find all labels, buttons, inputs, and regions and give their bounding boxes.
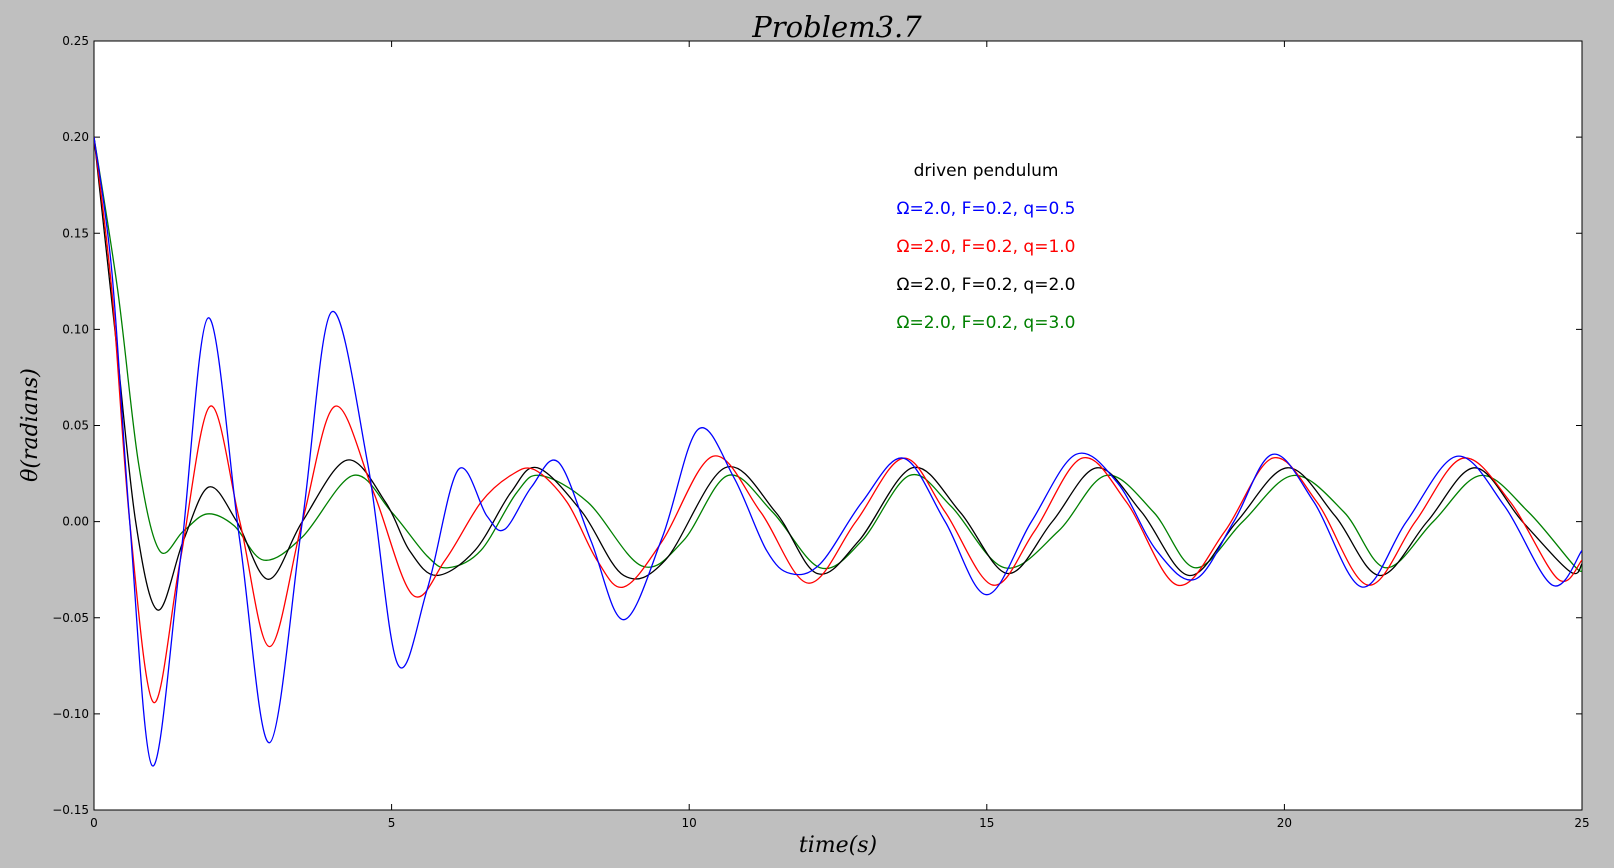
series-line-1 bbox=[94, 137, 1582, 704]
x-tick-label: 10 bbox=[682, 816, 697, 830]
legend-entries: Ω=2.0, F=0.2, q=0.5 Ω=2.0, F=0.2, q=1.0 Ω=… bbox=[896, 199, 1075, 333]
data-series bbox=[94, 137, 1582, 767]
series-line-0 bbox=[94, 137, 1582, 767]
x-tick-label: 20 bbox=[1277, 816, 1292, 830]
plot-area bbox=[93, 40, 1583, 811]
x-tick-label: 25 bbox=[1574, 816, 1589, 830]
series-line-2 bbox=[94, 137, 1582, 611]
axis-ticks bbox=[93, 40, 1583, 811]
y-tick-label: 0.25 bbox=[62, 34, 89, 48]
x-axis-label: time(s) bbox=[799, 833, 877, 858]
legend-entry-1: Ω=2.0, F=0.2, q=1.0 bbox=[896, 237, 1075, 257]
y-tick-label: 0.15 bbox=[62, 226, 89, 240]
y-tick-label: −0.15 bbox=[52, 803, 89, 817]
x-tick-label: 5 bbox=[388, 816, 396, 830]
y-tick-label: 0.05 bbox=[62, 419, 89, 433]
x-tick-label: 0 bbox=[90, 816, 98, 830]
y-tick-label: 0.00 bbox=[62, 515, 89, 529]
legend-entry-0: Ω=2.0, F=0.2, q=0.5 bbox=[896, 199, 1075, 219]
y-tick-label: −0.10 bbox=[52, 707, 89, 721]
legend-entry-2: Ω=2.0, F=0.2, q=2.0 bbox=[896, 275, 1075, 295]
y-tick-label: 0.20 bbox=[62, 130, 89, 144]
y-tick-label: 0.10 bbox=[62, 322, 89, 336]
x-tick-labels: 0 5 10 15 20 25 bbox=[90, 816, 1589, 830]
y-tick-label: −0.05 bbox=[52, 611, 89, 625]
legend-entry-3: Ω=2.0, F=0.2, q=3.0 bbox=[896, 313, 1075, 333]
legend: driven pendulum Ω=2.0, F=0.2, q=0.5Ω=2.0… bbox=[896, 161, 1075, 333]
y-tick-labels: 0.25 0.20 0.15 0.10 0.05 0.00 −0.05 −0.10 −0.15 bbox=[52, 34, 89, 817]
chart-title: Problem3.7 bbox=[751, 10, 922, 44]
series-line-3 bbox=[94, 137, 1582, 572]
y-axis-label: θ(radians) bbox=[18, 368, 43, 482]
x-tick-label: 15 bbox=[979, 816, 994, 830]
legend-title: driven pendulum bbox=[914, 161, 1059, 181]
